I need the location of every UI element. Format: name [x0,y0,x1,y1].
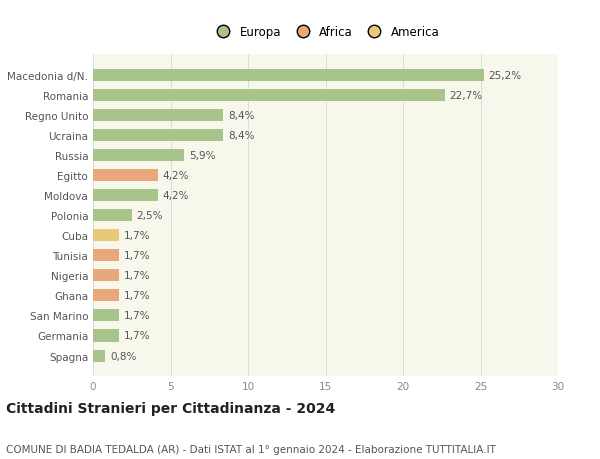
Text: COMUNE DI BADIA TEDALDA (AR) - Dati ISTAT al 1° gennaio 2024 - Elaborazione TUTT: COMUNE DI BADIA TEDALDA (AR) - Dati ISTA… [6,444,496,454]
Text: 8,4%: 8,4% [228,131,254,141]
Bar [93,330,119,342]
Text: 8,4%: 8,4% [228,111,254,121]
Bar [93,130,223,142]
Text: 4,2%: 4,2% [163,171,189,181]
Bar [93,110,223,122]
Text: 0,8%: 0,8% [110,351,136,361]
Bar [93,230,119,242]
Bar [93,270,119,282]
Bar [93,150,184,162]
Bar [93,310,119,322]
Text: Cittadini Stranieri per Cittadinanza - 2024: Cittadini Stranieri per Cittadinanza - 2… [6,402,335,415]
Text: 2,5%: 2,5% [136,211,163,221]
Bar [93,350,106,362]
Bar [93,170,158,182]
Bar [93,90,445,102]
Text: 1,7%: 1,7% [124,291,151,301]
Bar [93,210,132,222]
Text: 1,7%: 1,7% [124,271,151,281]
Bar [93,70,484,82]
Text: 1,7%: 1,7% [124,231,151,241]
Text: 1,7%: 1,7% [124,331,151,341]
Text: 25,2%: 25,2% [488,71,521,81]
Text: 4,2%: 4,2% [163,191,189,201]
Text: 1,7%: 1,7% [124,251,151,261]
Text: 5,9%: 5,9% [189,151,215,161]
Text: 22,7%: 22,7% [449,91,482,101]
Bar [93,250,119,262]
Text: 1,7%: 1,7% [124,311,151,321]
Legend: Europa, Africa, America: Europa, Africa, America [208,22,443,42]
Bar [93,290,119,302]
Bar [93,190,158,202]
